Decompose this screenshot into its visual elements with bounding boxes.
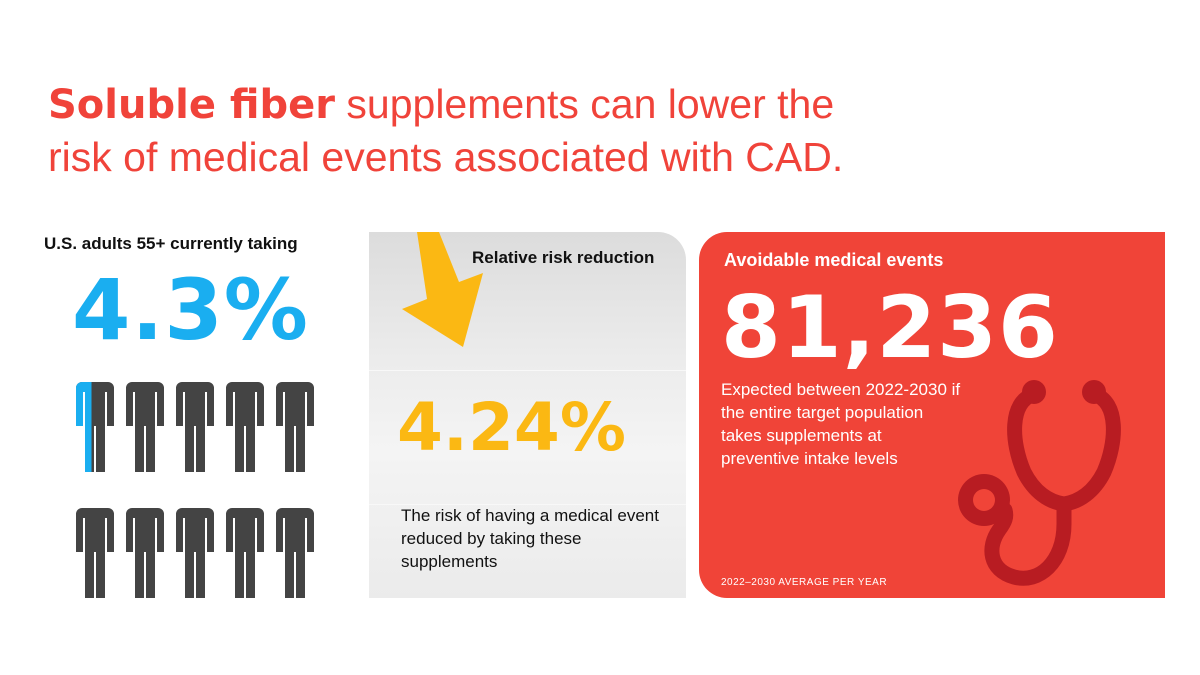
- person-icon: [226, 482, 264, 598]
- panel-divider: [369, 504, 686, 505]
- person-icon: [276, 356, 314, 472]
- person-icon: [126, 482, 164, 598]
- panel-divider: [369, 370, 686, 371]
- person-icon: [276, 482, 314, 598]
- risk-reduction-title: Relative risk reduction: [472, 248, 655, 267]
- risk-reduction-panel: Relative risk reduction 4.24% The risk o…: [369, 232, 686, 598]
- adults-label: U.S. adults 55+ currently taking: [44, 234, 298, 253]
- stethoscope-icon: [958, 380, 1121, 586]
- person-icon: [176, 482, 214, 598]
- headline-line2: risk of medical events associated with C…: [48, 134, 844, 180]
- person-icon: [76, 482, 114, 598]
- person-icon: [126, 356, 164, 472]
- headline-emphasis: Soluble fiber: [48, 82, 336, 128]
- avoidable-events-title: Avoidable medical events: [724, 250, 944, 270]
- people-pictogram: [70, 356, 322, 598]
- person-icon: [226, 356, 264, 472]
- adoption-rate-value: 4.3%: [72, 261, 309, 359]
- avoidable-events-description: Expected between 2022-2030 if the entire…: [721, 380, 961, 468]
- risk-reduction-value: 4.24%: [397, 389, 626, 466]
- risk-reduction-description: The risk of having a medical event reduc…: [401, 506, 659, 571]
- headline: Soluble fiber supplements can lower the …: [48, 78, 1048, 183]
- avoidable-events-footnote: 2022–2030 AVERAGE PER YEAR: [721, 577, 888, 588]
- person-icon: [76, 356, 114, 472]
- avoidable-events-panel: Avoidable medical events 81,236 Expected…: [699, 232, 1165, 598]
- down-arrow-icon: [402, 232, 483, 347]
- avoidable-events-value: 81,236: [721, 278, 1059, 378]
- headline-line1: supplements can lower the: [335, 81, 835, 127]
- person-icon: [176, 356, 214, 472]
